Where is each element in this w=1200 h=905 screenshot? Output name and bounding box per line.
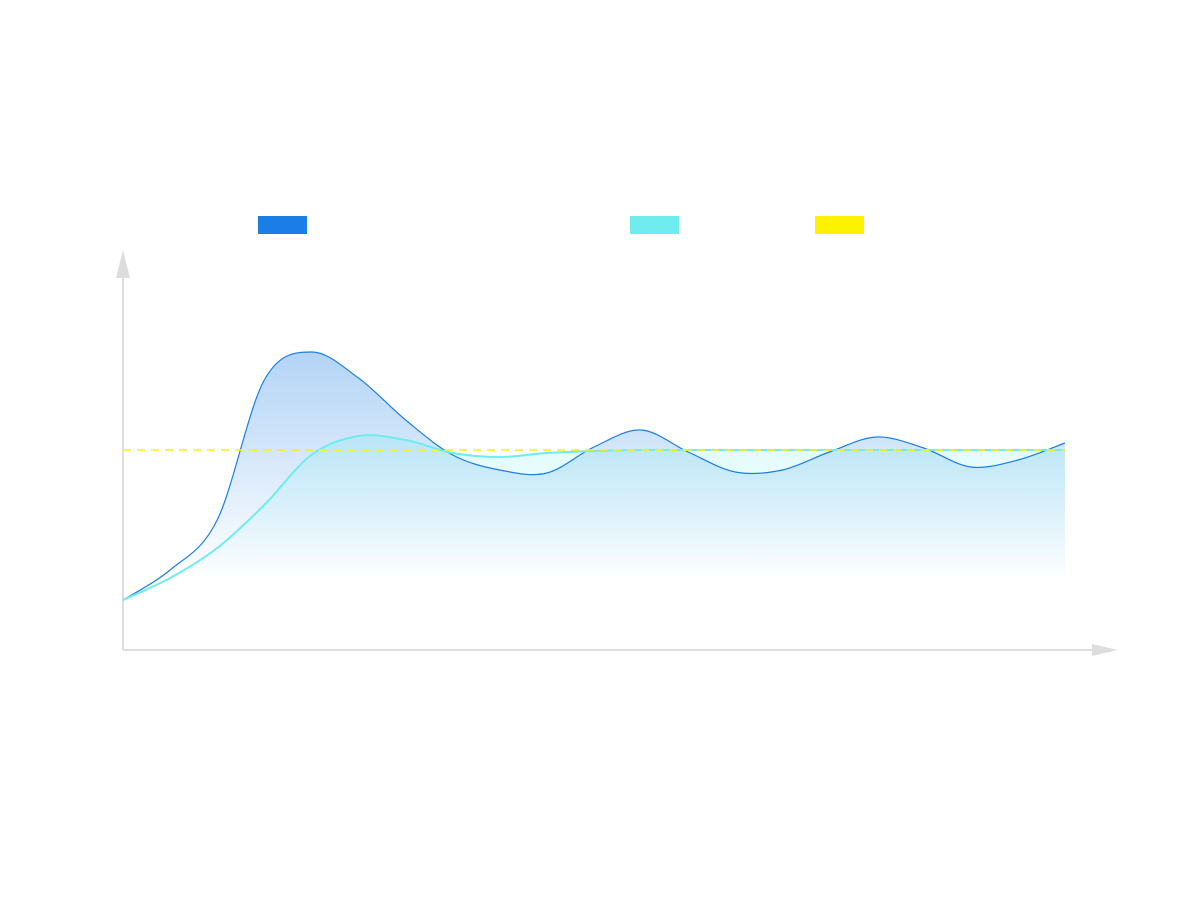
legend-swatch [630, 216, 679, 234]
legend-swatch [258, 216, 307, 234]
y-axis-arrow [116, 250, 130, 278]
series-line [122, 351, 1066, 601]
area-fill [123, 435, 1065, 600]
x-axis-arrow [1092, 644, 1118, 656]
legend-swatch [815, 216, 864, 234]
